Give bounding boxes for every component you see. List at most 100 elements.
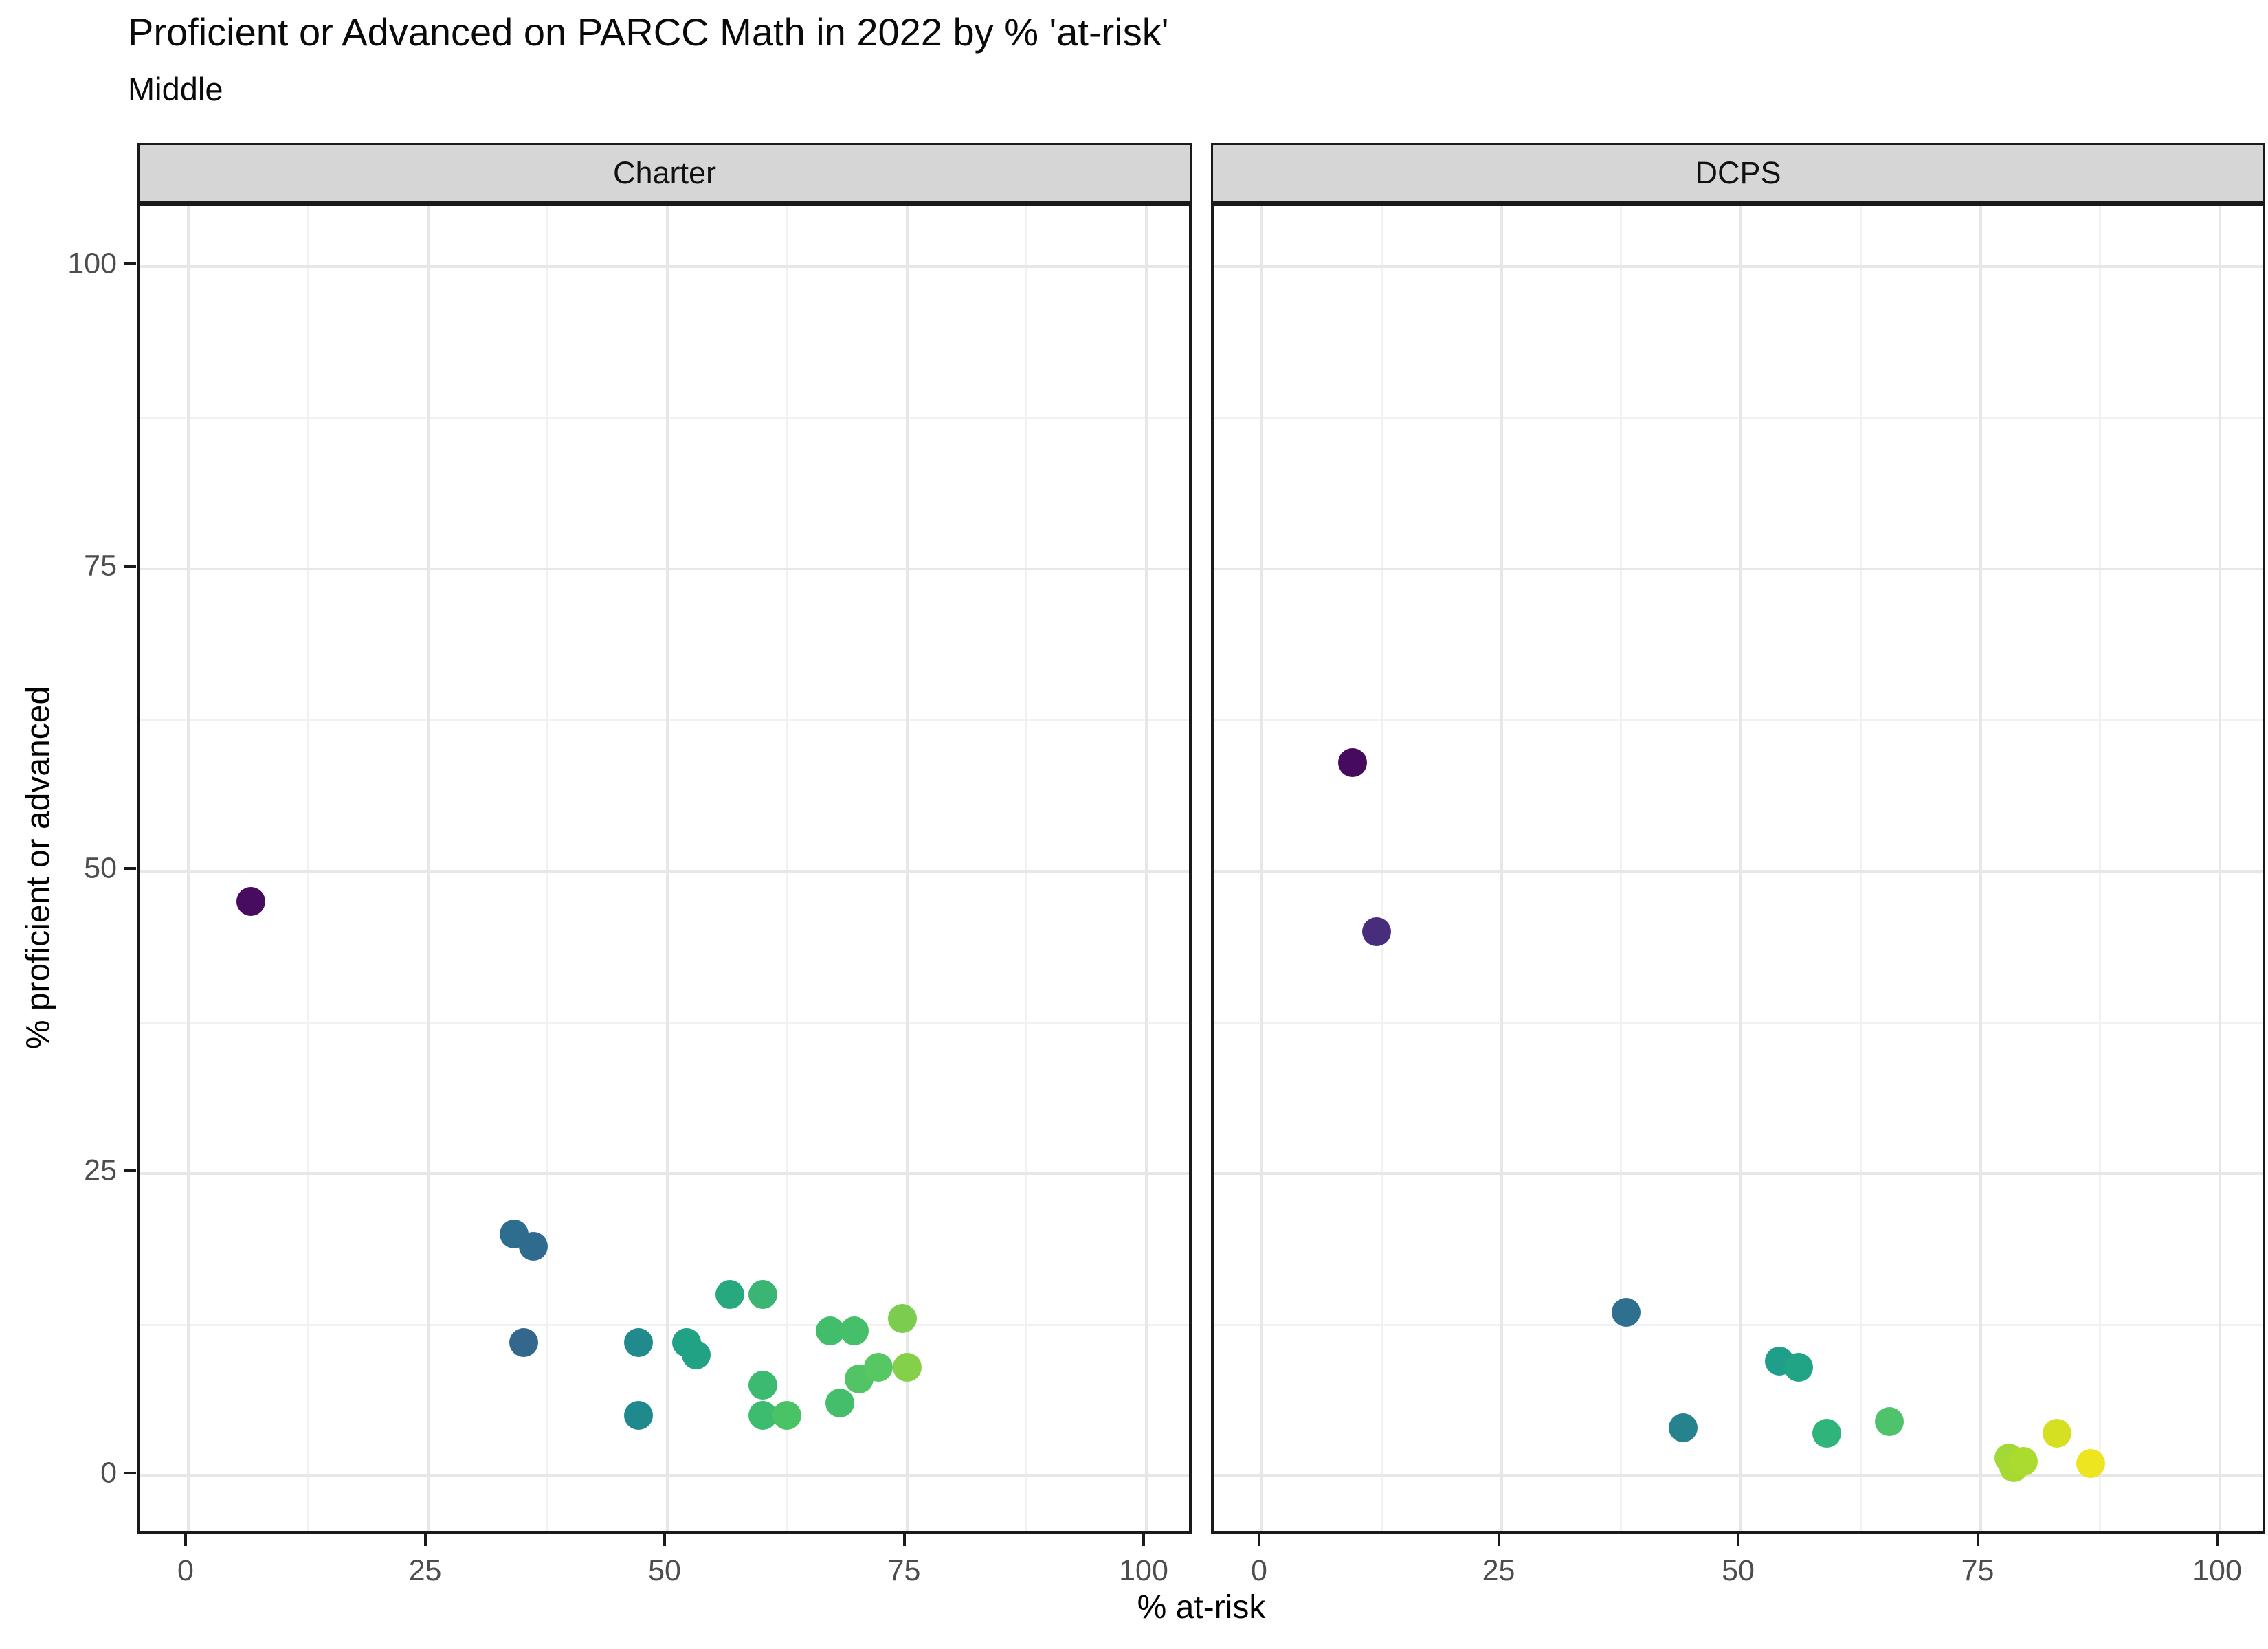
x-tick-label: 50 [1722,1554,1755,1587]
data-point [624,1328,654,1358]
x-tick-label: 25 [1482,1554,1515,1587]
chart-subtitle: Middle [128,71,223,107]
gridline-major-x [666,206,669,1531]
data-point [1338,748,1368,777]
x-axis-tick [1976,1534,1979,1546]
x-tick-label: 0 [1251,1554,1267,1587]
x-tick-label: 25 [408,1554,442,1587]
data-point [892,1352,922,1382]
x-tick-label: 75 [887,1554,921,1587]
gridline-major-y [140,1172,1189,1175]
x-axis-title: % at-risk [1137,1589,1266,1626]
y-axis-tick [124,565,136,568]
y-axis-tick [124,262,136,265]
gridline-major-x [1260,206,1263,1531]
gridline-minor-x [307,206,309,1531]
data-point [1875,1406,1904,1436]
data-point [772,1401,802,1430]
gridline-major-y [1214,1474,2263,1477]
x-axis-tick [423,1534,427,1546]
x-tick-label: 100 [1119,1554,1168,1587]
gridline-minor-y [140,1021,1189,1024]
gridline-minor-x [2099,206,2102,1531]
gridline-minor-y [1214,1021,2263,1024]
data-point [2076,1449,2105,1479]
gridline-major-y [140,568,1189,570]
y-axis-tick [124,867,136,870]
y-axis-title: % proficient or advanced [20,686,57,1050]
data-point [2009,1446,2038,1476]
y-tick-label: 50 [84,851,117,885]
x-axis-tick [902,1534,906,1546]
data-point [1783,1352,1813,1382]
x-axis-tick [2216,1534,2219,1546]
x-axis-tick [663,1534,666,1546]
data-point [518,1231,548,1261]
data-point [236,887,265,916]
gridline-major-x [1145,206,1148,1531]
gridline-minor-x [786,206,788,1531]
data-point [1669,1413,1698,1442]
x-tick-label: 0 [177,1554,194,1587]
data-point [681,1340,711,1369]
gridline-major-y [1214,568,2263,570]
data-point [825,1389,854,1418]
gridline-minor-x [1859,206,1862,1531]
gridline-major-x [1979,206,1982,1531]
x-axis-tick [1258,1534,1260,1546]
x-axis-tick [1142,1534,1145,1546]
gridline-major-y [140,870,1189,873]
data-point [1362,917,1392,946]
y-tick-label: 0 [100,1456,117,1490]
data-point [887,1304,917,1334]
gridline-major-y [140,1474,1189,1477]
data-point [715,1280,744,1309]
data-point [509,1328,538,1358]
x-axis-tick [1737,1534,1739,1546]
data-point [748,1371,778,1400]
gridline-major-y [1214,265,2263,268]
gridline-minor-x [1025,206,1028,1531]
x-axis-tick [1497,1534,1500,1546]
x-tick-label: 100 [2192,1554,2242,1587]
data-point [863,1352,893,1382]
facet-panel-dcps [1211,203,2265,1534]
data-point [1812,1419,1842,1448]
facet-panel-charter [137,203,1192,1534]
data-point [2043,1419,2072,1448]
x-tick-label: 75 [1961,1554,1994,1587]
gridline-minor-y [140,719,1189,721]
data-point [624,1401,654,1430]
chart-title: Proficient or Advanced on PARCC Math in … [128,10,1169,54]
gridline-major-x [1500,206,1503,1531]
y-axis-tick [124,1169,136,1172]
data-point [839,1316,869,1345]
gridline-major-x [905,206,909,1531]
gridline-minor-x [1620,206,1623,1531]
facet-strip-dcps: DCPS [1211,143,2265,203]
gridline-minor-y [140,416,1189,419]
facet-strip-charter: Charter [137,143,1192,203]
data-point [748,1280,778,1309]
gridline-minor-x [546,206,549,1531]
gridline-major-x [2219,206,2221,1531]
x-axis-tick [184,1534,187,1546]
gridline-minor-y [1214,416,2263,419]
gridline-minor-x [1380,206,1383,1531]
gridline-minor-y [1214,1323,2263,1326]
y-axis-tick [124,1472,136,1474]
gridline-major-y [1214,870,2263,873]
y-tick-label: 100 [67,247,117,280]
data-point [1611,1298,1641,1327]
gridline-minor-y [140,1323,1189,1326]
y-tick-label: 75 [84,549,117,583]
gridline-minor-y [1214,719,2263,721]
gridline-major-y [1214,1172,2263,1175]
gridline-major-y [140,265,1189,268]
gridline-major-x [187,206,190,1531]
facet-strip-label: Charter [612,155,717,190]
gridline-major-x [426,206,430,1531]
facet-strip-label: DCPS [1695,155,1781,190]
y-tick-label: 25 [84,1154,117,1187]
